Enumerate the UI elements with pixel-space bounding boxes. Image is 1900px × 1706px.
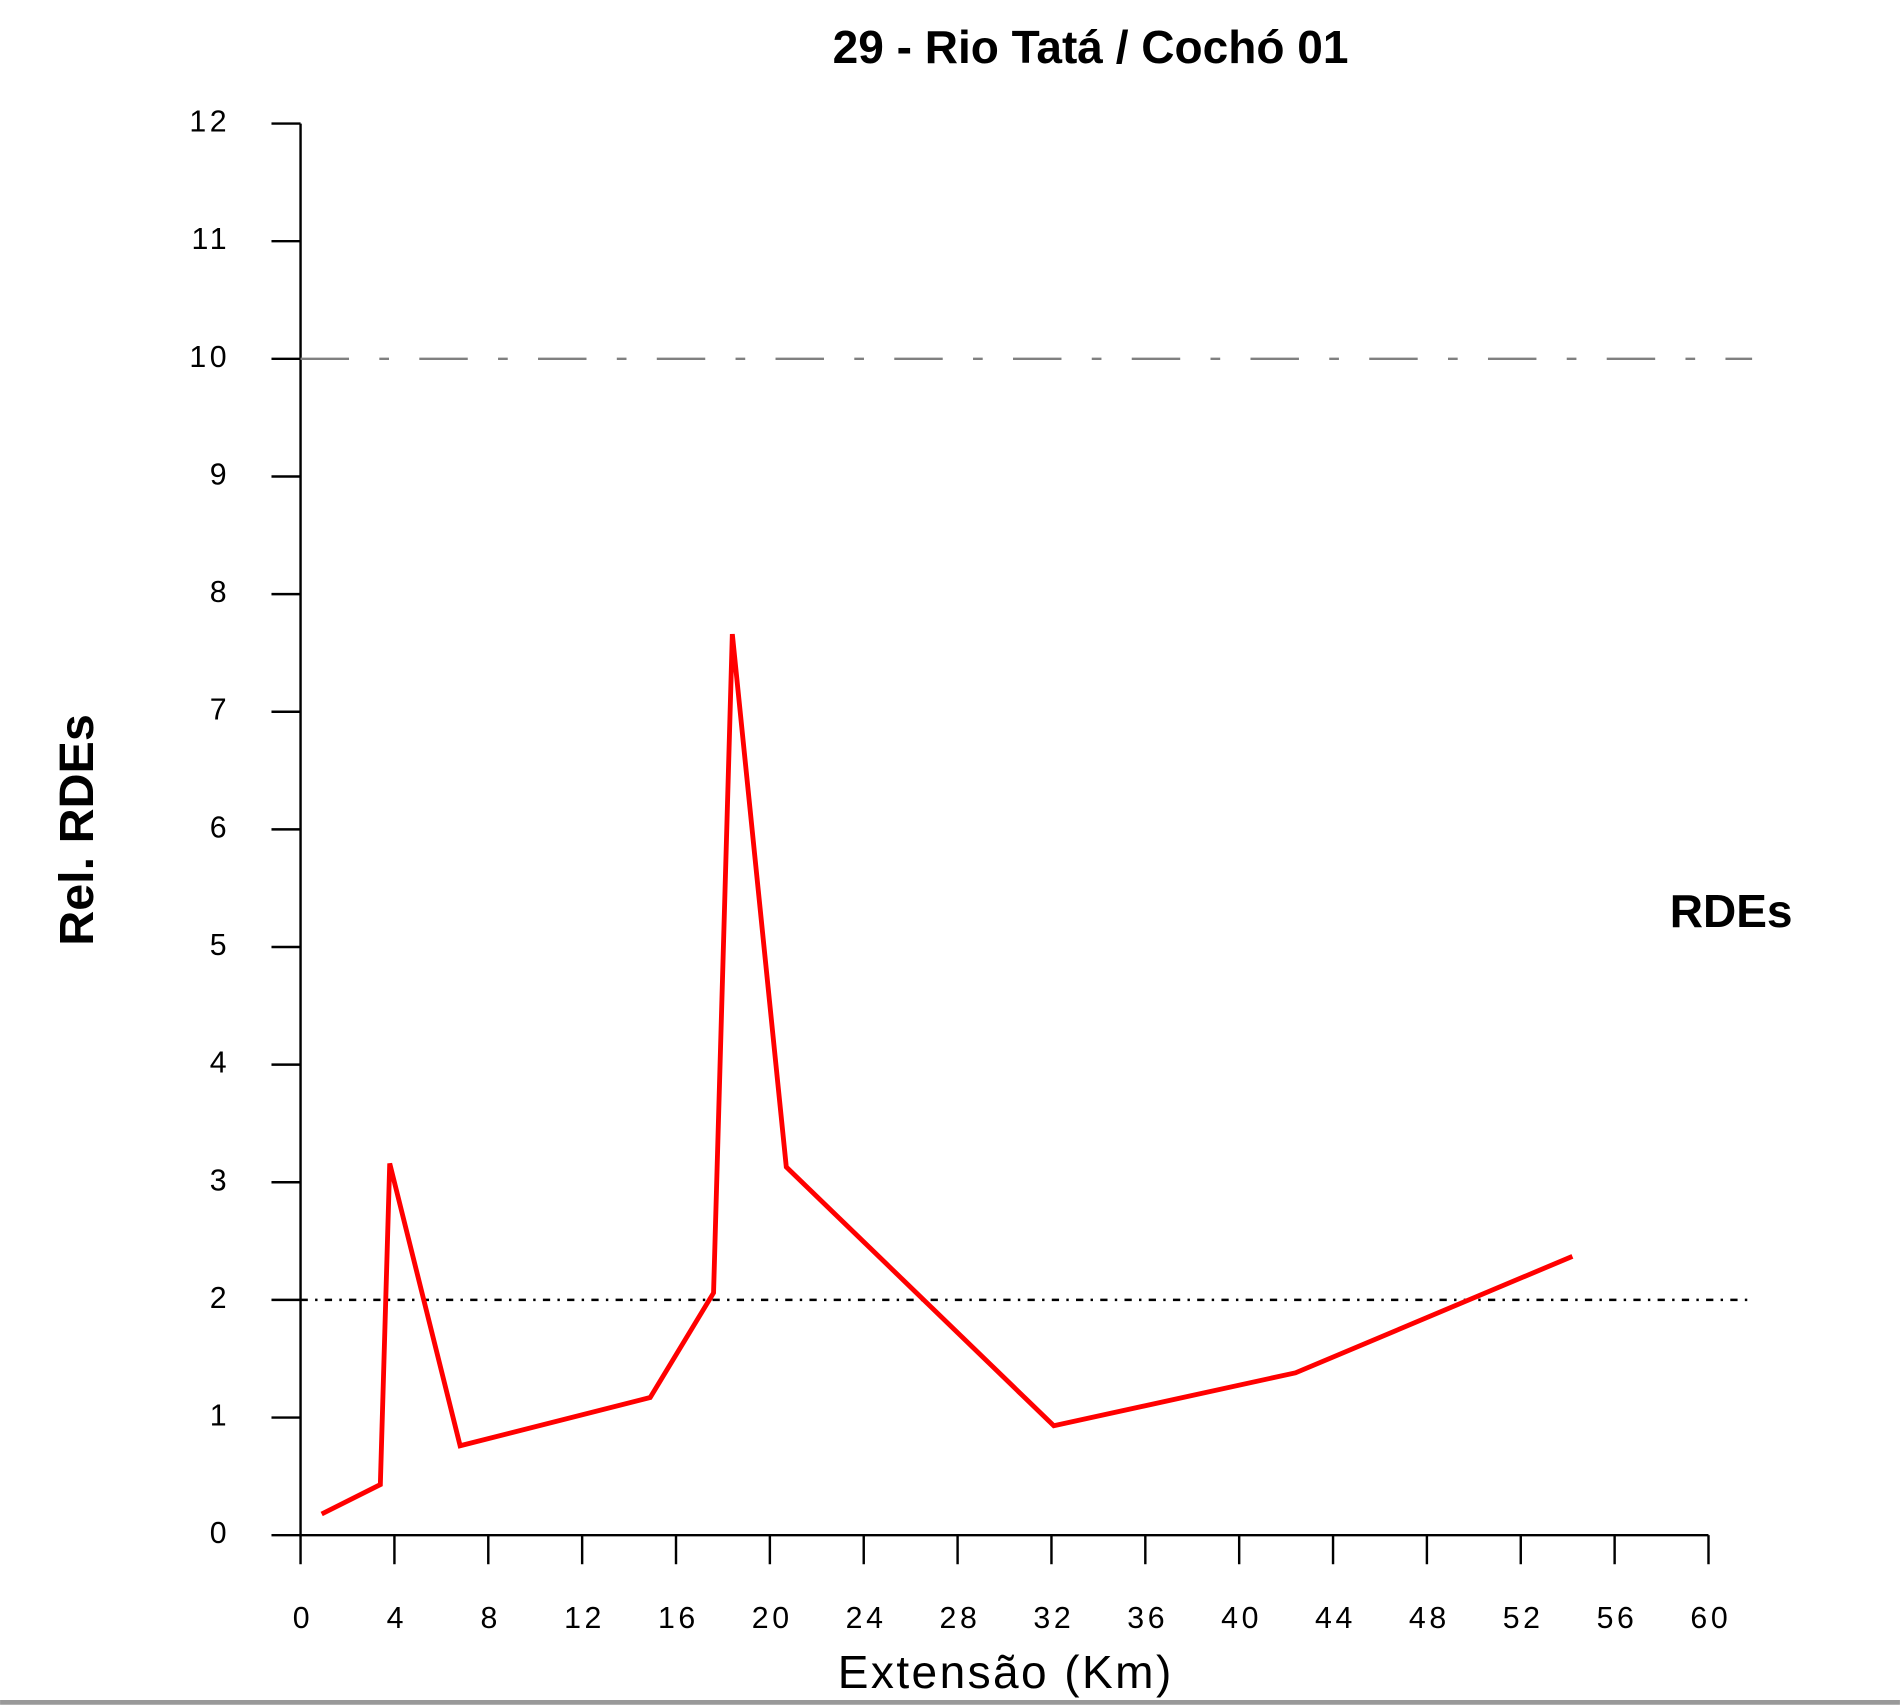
x-tick-label: 44 <box>1315 1602 1356 1635</box>
x-tick-label: 12 <box>564 1602 605 1635</box>
y-tick-label: 2 <box>210 1282 230 1315</box>
y-tick-label: 5 <box>210 929 230 962</box>
x-tick-label: 16 <box>658 1602 699 1635</box>
y-tick-label: 7 <box>210 694 230 727</box>
x-tick-label: 32 <box>1033 1602 1074 1635</box>
y-tick-label: 9 <box>210 458 230 491</box>
x-tick-label: 40 <box>1221 1602 1262 1635</box>
y-tick-label: 6 <box>210 811 230 844</box>
x-tick-label: 36 <box>1127 1602 1168 1635</box>
x-axis-label: Extensão (Km) <box>838 1646 1174 1698</box>
y-tick-label: 4 <box>210 1047 230 1080</box>
x-tick-label: 20 <box>752 1602 793 1635</box>
chart-title: 29 - Rio Tatá / Cochó 01 <box>833 21 1349 73</box>
x-tick-label: 0 <box>293 1602 313 1635</box>
x-tick-label: 56 <box>1597 1602 1638 1635</box>
x-tick-label: 60 <box>1690 1602 1731 1635</box>
y-tick-label: 1 <box>210 1400 230 1433</box>
x-tick-label: 52 <box>1503 1602 1544 1635</box>
y-tick-label: 0 <box>210 1517 230 1550</box>
x-tick-label: 8 <box>480 1602 500 1635</box>
y-tick-label: 3 <box>210 1164 230 1197</box>
y-tick-label: 12 <box>189 106 230 139</box>
y-axis-label: Rel. RDEs <box>50 714 104 946</box>
x-tick-label: 24 <box>846 1602 887 1635</box>
x-tick-label: 4 <box>387 1602 407 1635</box>
y-tick-label: 8 <box>210 576 230 609</box>
data-line <box>320 633 1574 1517</box>
legend-entry: RDEs <box>1670 885 1793 937</box>
x-tick-label: 28 <box>940 1602 981 1635</box>
y-tick-label: 10 <box>189 341 230 374</box>
y-tick-label: 11 <box>192 223 231 256</box>
x-tick-label: 48 <box>1409 1602 1450 1635</box>
